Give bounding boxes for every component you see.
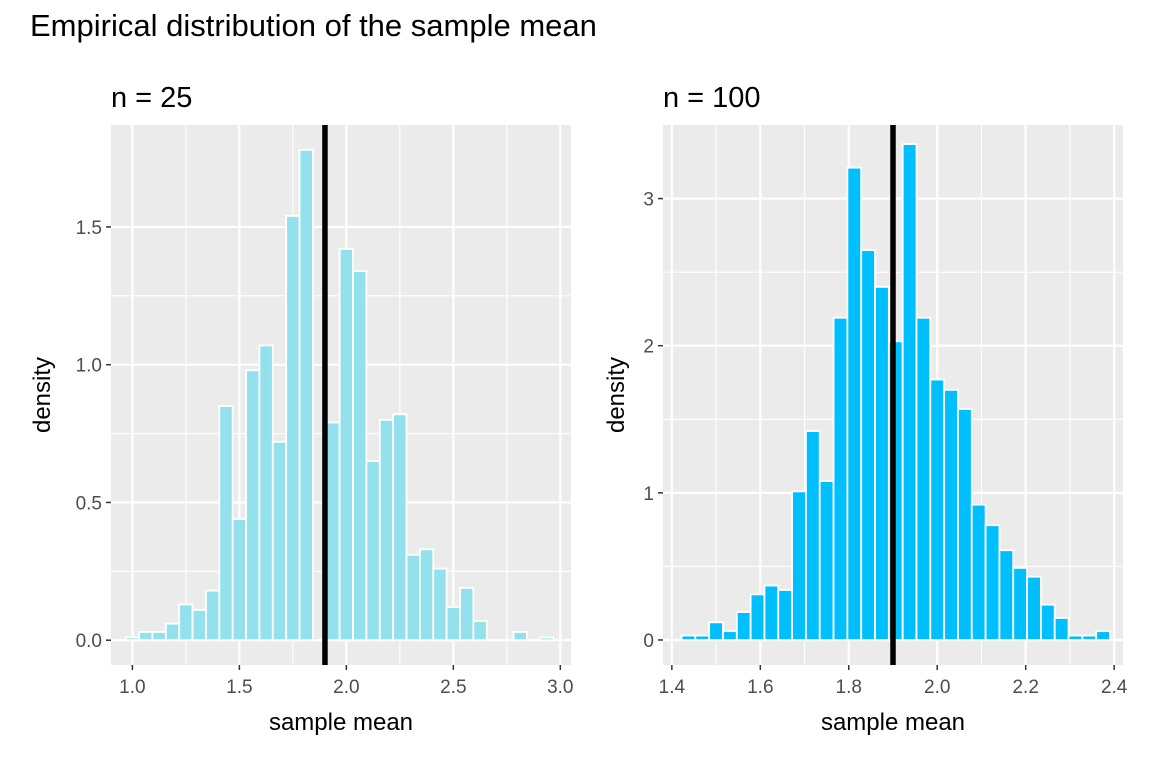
- histogram-bar: [418, 548, 435, 642]
- histogram-bar: [258, 344, 274, 642]
- y-tick-label: 1: [643, 484, 654, 505]
- y-tick-label: 0.5: [76, 493, 102, 514]
- histogram-bar: [191, 608, 207, 642]
- histogram-bar: [805, 430, 821, 641]
- y-axis-label: density: [29, 357, 56, 433]
- histogram-bar: [735, 611, 752, 641]
- x-tick-label: 2.0: [924, 677, 950, 698]
- histogram-bar: [271, 440, 288, 642]
- histogram-bar: [1039, 603, 1056, 641]
- histogram-bar: [984, 524, 1001, 641]
- y-tick-label: 0: [643, 631, 654, 652]
- x-axis-label: sample mean: [269, 709, 413, 736]
- chart-title: Empirical distribution of the sample mea…: [30, 8, 597, 43]
- histogram-bar: [860, 249, 876, 641]
- histogram-bar: [138, 631, 154, 642]
- panel-2: 1.4 1.6 1.8 2.0 2.2 2.4 0 1 2 3 n = 100 sample mean…: [603, 82, 1128, 736]
- histogram-bar: [915, 316, 932, 641]
- histogram-bar: [970, 503, 987, 641]
- histogram-bar: [1095, 630, 1111, 641]
- histogram-bar: [338, 248, 354, 642]
- panel-subtitle: n = 100: [663, 82, 761, 114]
- histogram-bar: [943, 388, 959, 641]
- histogram-bar: [791, 490, 807, 641]
- histogram-bar: [325, 421, 341, 642]
- histogram-bar: [205, 589, 221, 642]
- histogram-bar: [392, 413, 408, 642]
- x-tick-label: 2.2: [1012, 677, 1038, 698]
- histogram-bar: [151, 631, 167, 642]
- histogram-bar: [818, 480, 835, 641]
- histogram-bar: [1053, 617, 1070, 641]
- histogram-bar: [539, 636, 555, 642]
- histogram-bar: [1081, 634, 1098, 641]
- y-tick-label: 0.0: [76, 631, 102, 652]
- histogram-bar: [124, 636, 140, 642]
- histogram-bar: [459, 586, 475, 642]
- y-tick-label: 2: [643, 337, 654, 358]
- panel-1: 1.0 1.5 2.0 2.5 3.0 0.0 0.5 1.0 1.5 n = 25 sample …: [29, 82, 574, 736]
- y-tick-label: 3: [643, 190, 654, 211]
- x-tick-label: 2.0: [333, 677, 359, 698]
- x-tick-label: 1.5: [226, 677, 252, 698]
- x-tick-label: 1.4: [659, 677, 686, 698]
- histogram-bar: [298, 148, 314, 642]
- y-axis-label: density: [603, 357, 630, 433]
- histogram-bar: [763, 584, 780, 641]
- histogram-bar: [218, 405, 234, 642]
- histogram-bar: [708, 621, 724, 641]
- y-tick-label: 1.0: [76, 356, 102, 377]
- histogram-bar: [1026, 575, 1042, 641]
- histogram-bar: [231, 518, 247, 642]
- histogram-bar: [472, 620, 488, 642]
- histogram-bar: [245, 369, 261, 642]
- histogram-bar: [929, 378, 946, 641]
- histogram-bar: [680, 634, 697, 641]
- x-tick-label: 1.8: [836, 677, 862, 698]
- histogram-bar: [405, 553, 421, 642]
- histogram-bar: [998, 549, 1015, 641]
- histogram-bar: [352, 270, 368, 642]
- x-tick-label: 2.5: [440, 677, 466, 698]
- histogram-bar: [512, 631, 528, 642]
- histogram-bar: [722, 630, 738, 641]
- x-axis-label: sample mean: [821, 709, 965, 736]
- histogram-bar: [874, 285, 890, 641]
- histogram-bar: [777, 589, 793, 641]
- x-tick-label: 1.6: [747, 677, 773, 698]
- histogram-bar: [846, 166, 863, 641]
- histogram-bar: [365, 460, 381, 642]
- histogram-bar: [957, 408, 973, 641]
- x-tick-label: 2.4: [1101, 677, 1128, 698]
- panel-subtitle: n = 25: [111, 82, 192, 114]
- x-tick-label: 1.0: [119, 677, 145, 698]
- x-tick-label: 3.0: [547, 677, 573, 698]
- histogram-bar: [1067, 634, 1084, 641]
- y-tick-label: 1.5: [76, 218, 102, 239]
- histogram-bar: [285, 215, 301, 642]
- histogram-bar: [445, 606, 461, 642]
- histogram-bar: [832, 316, 849, 641]
- histogram-bar: [378, 418, 395, 642]
- histogram-bar: [432, 567, 448, 642]
- histogram-bar: [901, 143, 918, 641]
- histogram-bar: [164, 622, 181, 642]
- histogram-bar: [1012, 566, 1028, 641]
- histogram-bar: [178, 603, 194, 642]
- histogram-bar: [749, 593, 766, 641]
- histogram-bar: [694, 634, 711, 641]
